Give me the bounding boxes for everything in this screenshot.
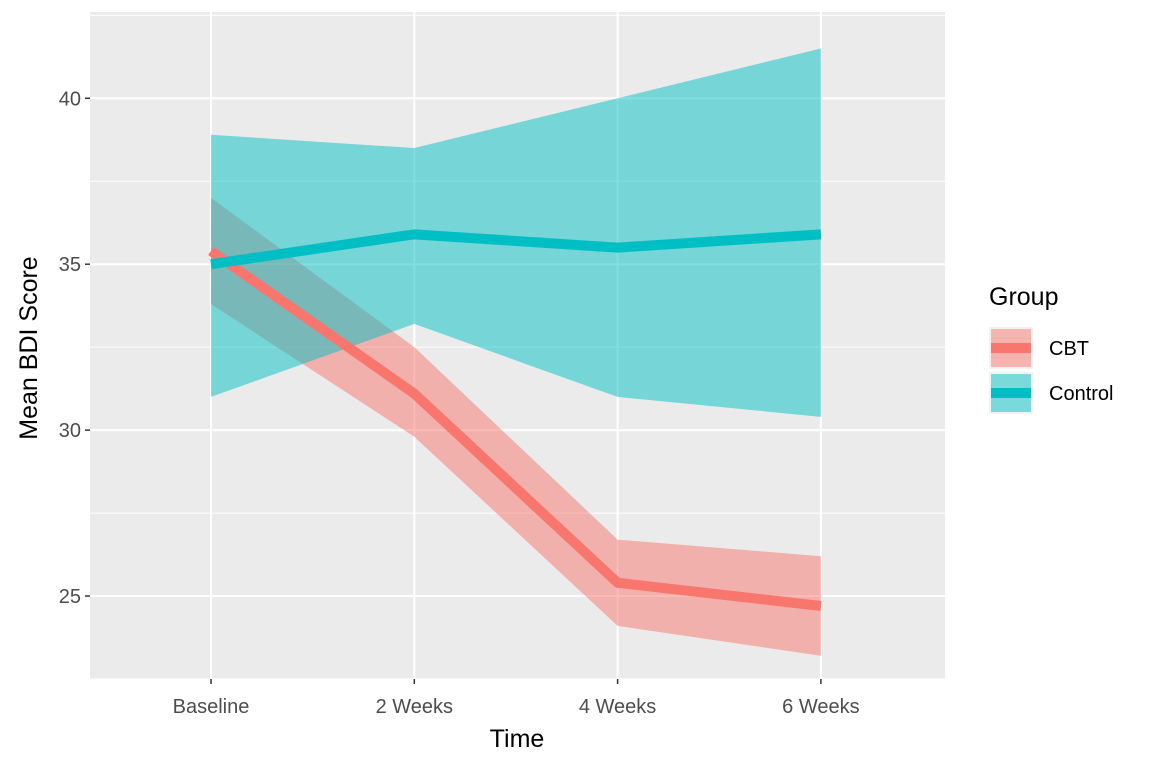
- x-axis-title: Time: [490, 725, 545, 753]
- x-tick-label: 6 Weeks: [782, 696, 859, 718]
- x-tick-label: Baseline: [173, 696, 250, 718]
- x-tick-label: 2 Weeks: [376, 696, 453, 718]
- confidence-bands: [211, 48, 821, 656]
- legend-item-cbt: CBT: [989, 327, 1089, 369]
- cbt-series-line: [208, 246, 822, 611]
- y-axis: 25 30 35 40: [59, 88, 90, 608]
- x-tick-label: 4 Weeks: [579, 696, 656, 718]
- y-tick-label: 40: [59, 88, 81, 110]
- y-tick-label: 25: [59, 586, 81, 608]
- control-confidence-band: [211, 48, 821, 417]
- legend-label: CBT: [1049, 338, 1089, 360]
- legend-item-control: Control: [989, 372, 1113, 414]
- y-axis-title: Mean BDI Score: [15, 256, 43, 439]
- legend-title: Group: [989, 283, 1058, 311]
- y-tick-label: 35: [59, 254, 81, 276]
- series-lines: [208, 229, 822, 611]
- x-axis: Baseline 2 Weeks 4 Weeks 6 Weeks: [173, 679, 860, 718]
- y-tick-label: 30: [59, 420, 81, 442]
- legend-label: Control: [1049, 383, 1113, 405]
- legend: Group CBT Control: [989, 283, 1113, 414]
- control-series-line: [210, 229, 822, 270]
